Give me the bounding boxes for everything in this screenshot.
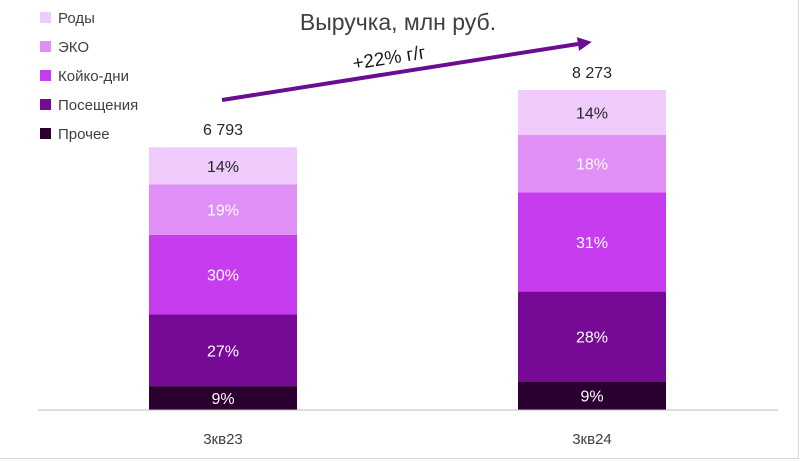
legend-label-0: Прочее xyxy=(58,126,110,143)
data-label-0-1: 27% xyxy=(207,343,239,360)
data-label-1-4: 14% xyxy=(576,105,608,122)
data-label-0-2: 30% xyxy=(207,268,239,285)
bar-segment-0-2 xyxy=(149,234,297,315)
legend-swatch-0 xyxy=(40,128,51,139)
legend-label-1: Посещения xyxy=(58,97,138,114)
bars: 9% 27% 30% 19% 14% 6 793 9% 28% 31% 18% 14% 8 273 xyxy=(149,65,666,410)
chart-title: Выручка, млн руб. xyxy=(300,9,496,35)
bar-segment-1-3 xyxy=(518,134,666,193)
total-label-0: 6 793 xyxy=(203,122,243,139)
bar-segment-1-1 xyxy=(518,291,666,382)
data-label-1-0: 9% xyxy=(580,389,603,406)
legend-label-3: ЭКО xyxy=(58,39,89,56)
data-label-0-4: 14% xyxy=(207,159,239,176)
bar-segment-0-0 xyxy=(149,386,297,410)
data-label-0-3: 19% xyxy=(207,203,239,220)
bar-segment-0-4 xyxy=(149,147,297,185)
data-label-1-1: 28% xyxy=(576,329,608,346)
bar-segment-1-2 xyxy=(518,192,666,292)
bar-segment-1-4 xyxy=(518,90,666,135)
data-label-1-3: 18% xyxy=(576,157,608,174)
data-label-0-0: 9% xyxy=(211,391,234,408)
growth-arrow-head xyxy=(576,37,592,51)
legend-swatch-1 xyxy=(40,99,51,110)
total-label-1: 8 273 xyxy=(572,65,612,82)
bar-segment-0-3 xyxy=(149,184,297,235)
legend-label-4: Роды xyxy=(58,10,95,27)
x-tick-label-1: 3кв24 xyxy=(572,431,612,448)
legend-swatch-2 xyxy=(40,70,51,81)
legend: Роды ЭКО Койко-дни Посещения Прочее xyxy=(40,10,138,143)
data-label-1-2: 31% xyxy=(576,235,608,252)
legend-swatch-4 xyxy=(40,12,51,23)
legend-label-2: Койко-дни xyxy=(58,68,129,85)
bar-segment-1-0 xyxy=(518,381,666,410)
growth-arrow-line xyxy=(221,42,579,102)
x-tick-labels: 3кв23 3кв24 xyxy=(203,431,612,448)
x-tick-label-0: 3кв23 xyxy=(203,431,243,448)
bar-segment-0-1 xyxy=(149,314,297,387)
legend-swatch-3 xyxy=(40,41,51,52)
